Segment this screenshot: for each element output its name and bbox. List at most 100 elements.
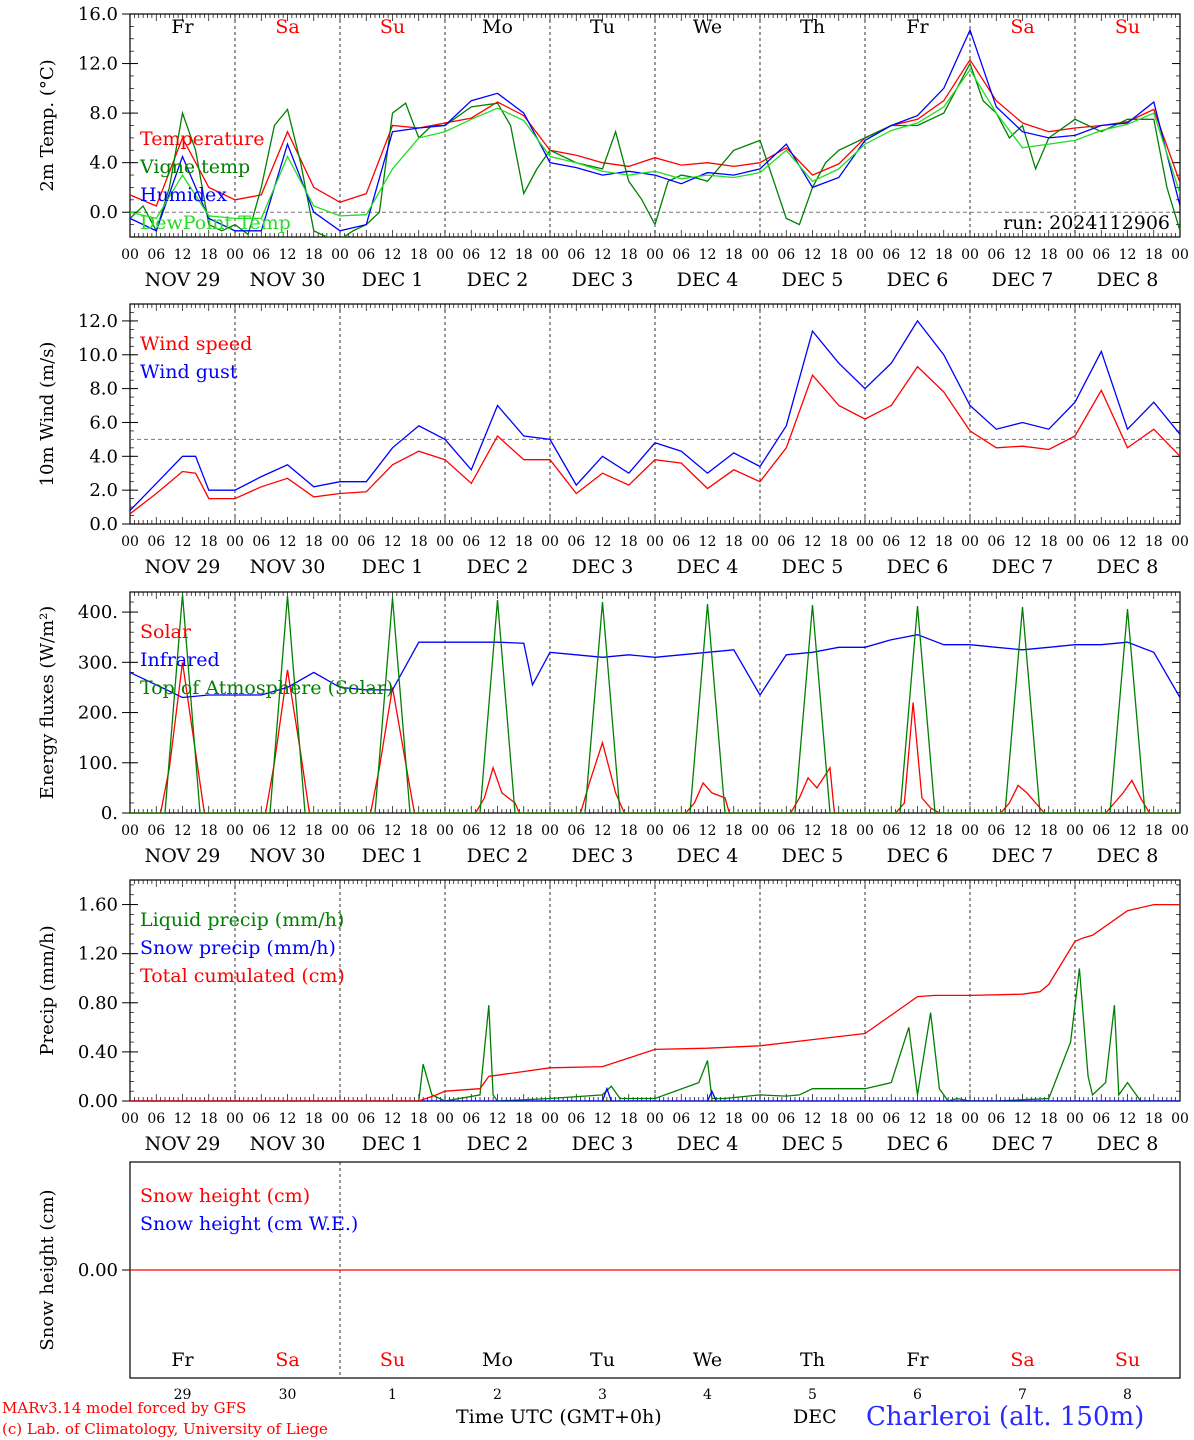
series-line-snow-precip-mm-h- <box>130 1086 1180 1101</box>
hour-label: 06 <box>672 247 690 263</box>
date-label: DEC 8 <box>1097 269 1159 291</box>
day-name: Th <box>800 1349 825 1371</box>
legend-entry: Snow precip (mm/h) <box>140 937 336 959</box>
hour-label: 12 <box>174 1111 192 1127</box>
hour-label: 18 <box>200 1111 218 1127</box>
hour-label: 12 <box>174 823 192 839</box>
hour-label: 18 <box>410 247 428 263</box>
day-name: Mo <box>482 1349 513 1371</box>
hour-label: 18 <box>200 247 218 263</box>
hour-label: 00 <box>541 1111 559 1127</box>
hour-label: 18 <box>515 1111 533 1127</box>
hour-label: 00 <box>856 823 874 839</box>
day-name: Sa <box>275 16 299 38</box>
hour-label: 18 <box>305 534 323 550</box>
hour-label: 06 <box>1092 1111 1110 1127</box>
hour-label: 06 <box>1092 534 1110 550</box>
hour-label: 06 <box>357 534 375 550</box>
hour-label: 12 <box>909 247 927 263</box>
series-line-liquid-precip-mm-h- <box>130 968 1180 1101</box>
series-line-top-of-atmosphere-solar- <box>130 594 1180 813</box>
hour-label: 00 <box>646 534 664 550</box>
hour-label: 00 <box>331 247 349 263</box>
series-group <box>130 28 1180 237</box>
series-line-temperature <box>130 58 1180 207</box>
date-label: DEC 8 <box>1097 845 1159 867</box>
day-name: Tu <box>590 1349 615 1371</box>
hour-label: 06 <box>357 1111 375 1127</box>
hour-label: 00 <box>121 247 139 263</box>
legend-entry: Wind speed <box>140 333 252 355</box>
day-name: We <box>693 1349 722 1371</box>
hour-label: 12 <box>1014 823 1032 839</box>
hour-label: 00 <box>226 1111 244 1127</box>
hour-label: 00 <box>1066 534 1084 550</box>
hour-label: 06 <box>777 534 795 550</box>
y-axis-label: Snow height (cm) <box>37 1189 58 1350</box>
hour-label: 18 <box>830 247 848 263</box>
date-label: DEC 7 <box>992 556 1054 578</box>
y-tick-label: 0.0 <box>89 202 118 223</box>
series-group <box>130 594 1180 813</box>
hour-label: 12 <box>804 823 822 839</box>
date-label: DEC 3 <box>572 845 634 867</box>
hour-label: 06 <box>672 823 690 839</box>
y-tick-label: 12.0 <box>78 311 118 332</box>
hour-label: 00 <box>436 247 454 263</box>
y-tick-label: 200. <box>78 703 118 724</box>
day-name: Su <box>380 16 405 38</box>
y-tick-label: 0.0 <box>89 514 118 535</box>
hour-label: 06 <box>252 823 270 839</box>
date-label: DEC 7 <box>992 1133 1054 1155</box>
day-name: Th <box>800 16 825 38</box>
day-name: Su <box>1115 1349 1140 1371</box>
hour-label: 12 <box>804 534 822 550</box>
date-label: DEC 5 <box>782 556 844 578</box>
date-label: DEC 5 <box>782 1133 844 1155</box>
hour-label: 06 <box>882 247 900 263</box>
hour-label: 18 <box>830 823 848 839</box>
hour-label: 18 <box>830 534 848 550</box>
hour-label: 12 <box>699 823 717 839</box>
series-line-vigne-temp <box>130 61 1180 237</box>
hour-label: 06 <box>147 534 165 550</box>
date-label: NOV 29 <box>145 269 221 291</box>
y-axis-label: Energy fluxes (W/m²) <box>37 606 58 800</box>
hour-label: 00 <box>1066 823 1084 839</box>
hour-label: 00 <box>541 534 559 550</box>
hour-label: 00 <box>961 534 979 550</box>
hour-label: 12 <box>384 534 402 550</box>
series-line-total-cumulated-cm- <box>130 903 1180 1101</box>
hour-label: 00 <box>331 534 349 550</box>
day-number: 6 <box>913 1387 922 1403</box>
y-tick-label: 1.60 <box>78 895 118 916</box>
day-number: 5 <box>808 1387 817 1403</box>
hour-label: 00 <box>646 1111 664 1127</box>
series-line-wind-gust <box>130 319 1180 511</box>
hour-label: 18 <box>725 823 743 839</box>
day-name: Su <box>380 1349 405 1371</box>
hour-label: 12 <box>699 534 717 550</box>
hour-label: 06 <box>1092 247 1110 263</box>
hour-label: 00 <box>1171 534 1189 550</box>
hour-label: 12 <box>1014 1111 1032 1127</box>
hour-label: 00 <box>226 823 244 839</box>
y-tick-label: 12.0 <box>78 54 118 75</box>
hour-label: 18 <box>515 247 533 263</box>
hour-label: 00 <box>121 1111 139 1127</box>
hour-label: 00 <box>961 823 979 839</box>
hour-label: 12 <box>279 534 297 550</box>
series-group <box>130 903 1180 1101</box>
hour-label: 00 <box>751 1111 769 1127</box>
hour-label: 06 <box>987 1111 1005 1127</box>
hour-label: 18 <box>305 247 323 263</box>
day-name: Mo <box>482 16 513 38</box>
hour-label: 00 <box>1171 247 1189 263</box>
day-number: 7 <box>1018 1387 1027 1403</box>
y-axis-label: 10m Wind (m/s) <box>37 342 58 487</box>
hour-label: 12 <box>594 247 612 263</box>
hour-label: 18 <box>1145 1111 1163 1127</box>
hour-label: 00 <box>331 1111 349 1127</box>
date-label: DEC 2 <box>467 556 529 578</box>
